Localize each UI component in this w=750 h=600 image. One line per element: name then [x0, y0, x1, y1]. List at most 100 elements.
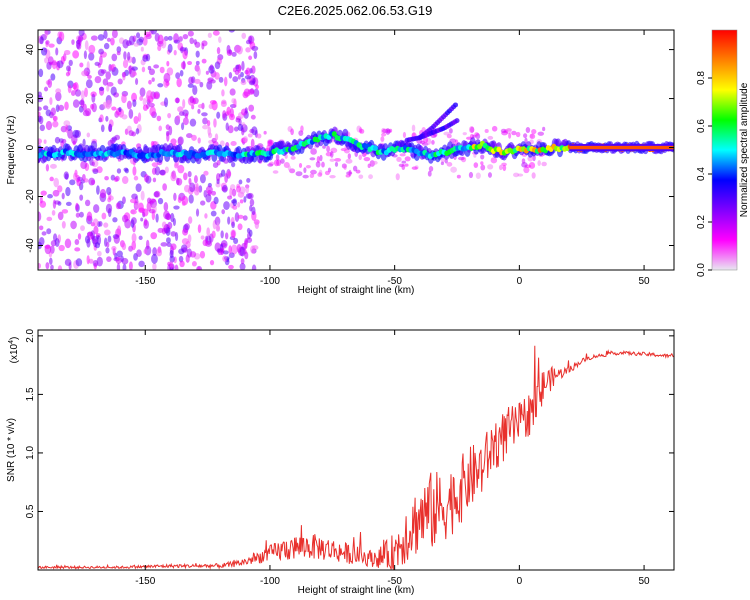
spectrogram-noise-blob [169, 255, 175, 263]
spectrogram-noise-blob [500, 128, 507, 134]
spectrogram-noise-blob [210, 210, 217, 217]
spectrogram-noise-blob [136, 249, 142, 257]
spectrogram-noise-blob [65, 186, 71, 197]
spectrogram-noise-blob [456, 174, 461, 179]
spectrogram-noise-blob [121, 114, 128, 120]
spectrogram-noise-blob [241, 32, 247, 39]
spectrogram-noise-blob [86, 211, 93, 222]
spectrogram-noise-blob [164, 166, 169, 174]
x-tick-label: -50 [387, 576, 402, 587]
spectrogram-noise-blob [107, 197, 112, 203]
spectrogram-noise-blob [173, 205, 180, 210]
spectrogram-noise-blob [309, 173, 315, 178]
spectrogram-noise-blob [537, 131, 545, 136]
spectrogram-noise-blob [79, 194, 84, 201]
spectrogram-noise-blob [231, 161, 236, 168]
spectrogram-noise-blob [63, 50, 71, 56]
spectrogram-noise-blob [272, 170, 279, 174]
spectrogram-noise-blob [185, 254, 190, 263]
spectrogram-noise-blob [48, 257, 53, 265]
spectrogram-noise-blob [145, 239, 150, 250]
spectrogram-noise-blob [187, 170, 192, 178]
spectrogram-noise-blob [191, 104, 195, 110]
spectrogram-noise-blob [107, 235, 112, 243]
spectrogram-noise-blob [157, 44, 162, 52]
spectrogram-noise-blob [132, 166, 137, 176]
spectrogram-noise-blob [303, 167, 307, 174]
spectrogram-noise-blob [166, 213, 171, 221]
spectrogram-noise-blob [61, 209, 69, 214]
spectrogram-noise-blob [334, 157, 342, 162]
spectrogram-noise-blob [230, 140, 237, 146]
spectrogram-noise-blob [290, 155, 296, 160]
spectrogram-noise-blob [104, 175, 109, 181]
spectrogram-noise-blob [502, 164, 507, 172]
spectrogram-noise-blob [223, 76, 228, 87]
spectrogram-noise-blob [112, 217, 118, 223]
spectrogram-noise-blob [98, 48, 104, 55]
spectrogram-noise-blob [228, 113, 235, 121]
spectrogram-noise-blob [199, 174, 206, 184]
spectrogram-noise-blob [343, 165, 347, 170]
x-tick-label: -150 [135, 576, 155, 587]
spectrogram-noise-blob [275, 154, 280, 161]
spectrogram-noise-blob [188, 182, 196, 193]
spectrogram-noise-blob [83, 178, 89, 183]
spectrogram-noise-blob [92, 168, 99, 175]
spectrogram-noise-blob [157, 227, 164, 233]
snr-y-multiplier-close: ) [9, 337, 20, 340]
spectrogram-noise-blob [67, 128, 73, 139]
spectrogram-noise-blob [227, 125, 234, 134]
spectrogram-noise-blob [197, 108, 201, 114]
spectrogram-noise-blob [225, 122, 229, 131]
spectrogram-noise-blob [247, 192, 254, 200]
spectrogram-noise-blob [245, 47, 251, 53]
spectrogram-panel: -150 -100 -50 0 50 -40 -20 0 20 40 Height of str… [6, 29, 675, 296]
spectrogram-noise-blob [131, 92, 137, 102]
spectrogram-noise-blob [38, 68, 44, 78]
spectrogram-noise-blob [191, 134, 197, 141]
spectrogram-noise-blob [94, 242, 101, 249]
spectrogram-noise-blob [195, 60, 200, 66]
spectrogram-noise-blob [248, 104, 255, 112]
snr-marks [37, 345, 674, 570]
spectrogram-noise-blob [515, 131, 521, 138]
spectrogram-noise-blob [38, 225, 44, 231]
spectrogram-noise-blob [93, 204, 100, 213]
spectrogram-noise-blob [222, 255, 228, 262]
spectrogram-noise-blob [165, 237, 171, 244]
spectrogram-noise-blob [124, 168, 129, 174]
spectrogram-noise-blob [122, 196, 126, 204]
spectrogram-noise-blob [38, 138, 43, 144]
spectrogram-noise-blob [43, 86, 49, 92]
spectrogram-noise-blob [130, 217, 137, 225]
spectrogram-noise-blob [402, 131, 407, 139]
spectrogram-noise-blob [213, 118, 217, 128]
spectrogram-noise-blob [443, 131, 450, 136]
y-tick-label: -20 [25, 189, 36, 204]
spectrogram-noise-blob [133, 175, 139, 181]
spectrogram-noise-blob [115, 202, 121, 210]
spectrogram-noise-blob [214, 133, 219, 141]
spectrogram-noise-blob [201, 112, 208, 117]
spectrogram-noise-blob [251, 206, 256, 216]
spectrogram-noise-blob [135, 78, 139, 86]
spectrogram-blobs [38, 30, 674, 270]
spectrogram-noise-blob [131, 240, 137, 251]
spectrogram-noise-blob [329, 158, 335, 162]
spectrogram-noise-blob [224, 232, 229, 240]
spectrogram-noise-blob [212, 30, 220, 36]
spectrogram-noise-blob [49, 176, 54, 182]
spectrogram-noise-blob [52, 120, 59, 128]
spectrogram-noise-blob [214, 72, 220, 80]
spectrogram-noise-blob [537, 160, 541, 166]
spectrogram-noise-blob [99, 114, 104, 123]
spectrogram-noise-blob [309, 157, 316, 161]
spectrogram-noise-blob [189, 37, 194, 45]
spectrogram-noise-blob [176, 77, 182, 88]
spectrogram-noise-blob [38, 262, 42, 269]
spectrogram-noise-blob [251, 264, 257, 270]
spectrogram-noise-blob [105, 247, 110, 254]
colorbar-frame [711, 29, 738, 271]
spectrogram-noise-blob [246, 178, 251, 183]
